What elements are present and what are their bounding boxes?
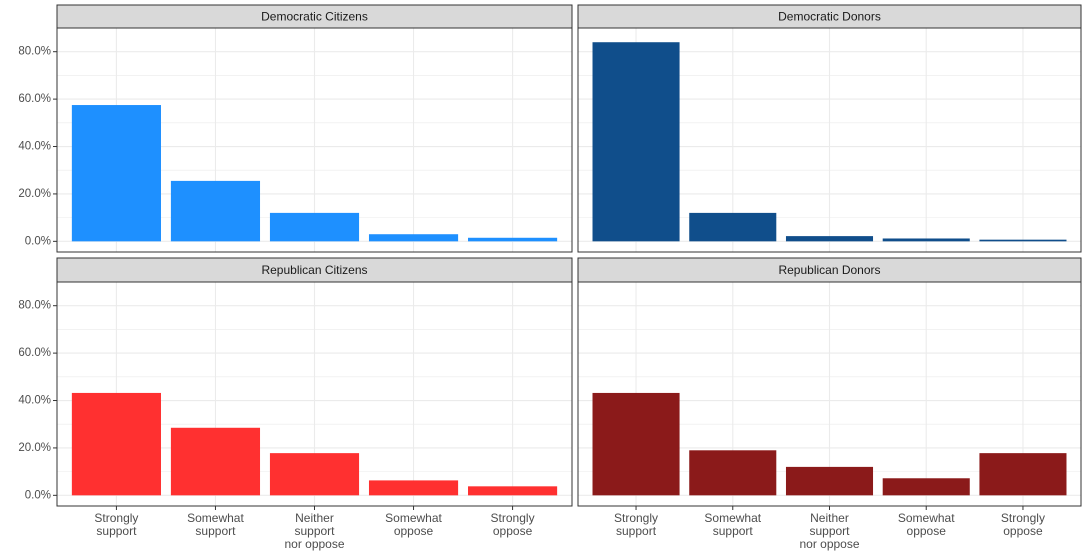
bar <box>368 234 459 242</box>
x-tick-label: Strongly oppose <box>490 511 535 538</box>
bar <box>170 180 261 242</box>
y-tick-label: 80.0% <box>18 300 51 312</box>
facet-title: Republican Donors <box>778 263 880 277</box>
bar <box>689 450 777 496</box>
bar <box>269 453 360 496</box>
bar <box>785 466 874 496</box>
bar <box>468 237 558 242</box>
y-tick-label: 60.0% <box>18 347 51 359</box>
facet-strip <box>577 257 1082 283</box>
bar <box>71 105 161 242</box>
y-tick-label: 40.0% <box>18 141 51 153</box>
bar <box>269 212 360 242</box>
x-tick-label: Strongly support <box>614 511 659 538</box>
bar <box>979 453 1067 496</box>
bar <box>170 427 261 496</box>
bar <box>468 486 558 496</box>
y-tick-label: 0.0% <box>25 489 51 501</box>
bar <box>689 212 777 242</box>
bar <box>71 392 161 496</box>
bar <box>368 480 459 496</box>
y-tick-label: 80.0% <box>18 46 51 58</box>
x-tick-label: Neither support nor oppose <box>284 511 345 551</box>
y-tick-label: 20.0% <box>18 188 51 200</box>
panel-border <box>577 27 1082 253</box>
x-tick-label: Strongly oppose <box>1000 511 1045 538</box>
x-tick-label: Somewhat support <box>704 511 762 538</box>
y-tick-label: 40.0% <box>18 395 51 407</box>
facet-title: Democratic Citizens <box>261 10 368 24</box>
bar <box>785 236 874 242</box>
x-tick-label: Somewhat support <box>187 511 244 538</box>
y-tick-label: 0.0% <box>25 235 51 247</box>
bar <box>592 42 680 242</box>
bar <box>979 239 1067 242</box>
y-tick-label: 20.0% <box>18 442 51 454</box>
facet-title: Democratic Donors <box>778 10 881 24</box>
bar <box>592 392 680 496</box>
bar <box>882 238 970 242</box>
x-tick-label: Neither support nor oppose <box>799 511 860 551</box>
y-tick-label: 60.0% <box>18 93 51 105</box>
x-tick-label: Strongly support <box>94 511 139 538</box>
x-tick-label: Somewhat oppose <box>385 511 442 538</box>
facet-title: Republican Citizens <box>261 263 367 277</box>
x-tick-label: Somewhat oppose <box>897 511 955 538</box>
bar <box>882 478 970 496</box>
panel-border <box>56 27 573 253</box>
